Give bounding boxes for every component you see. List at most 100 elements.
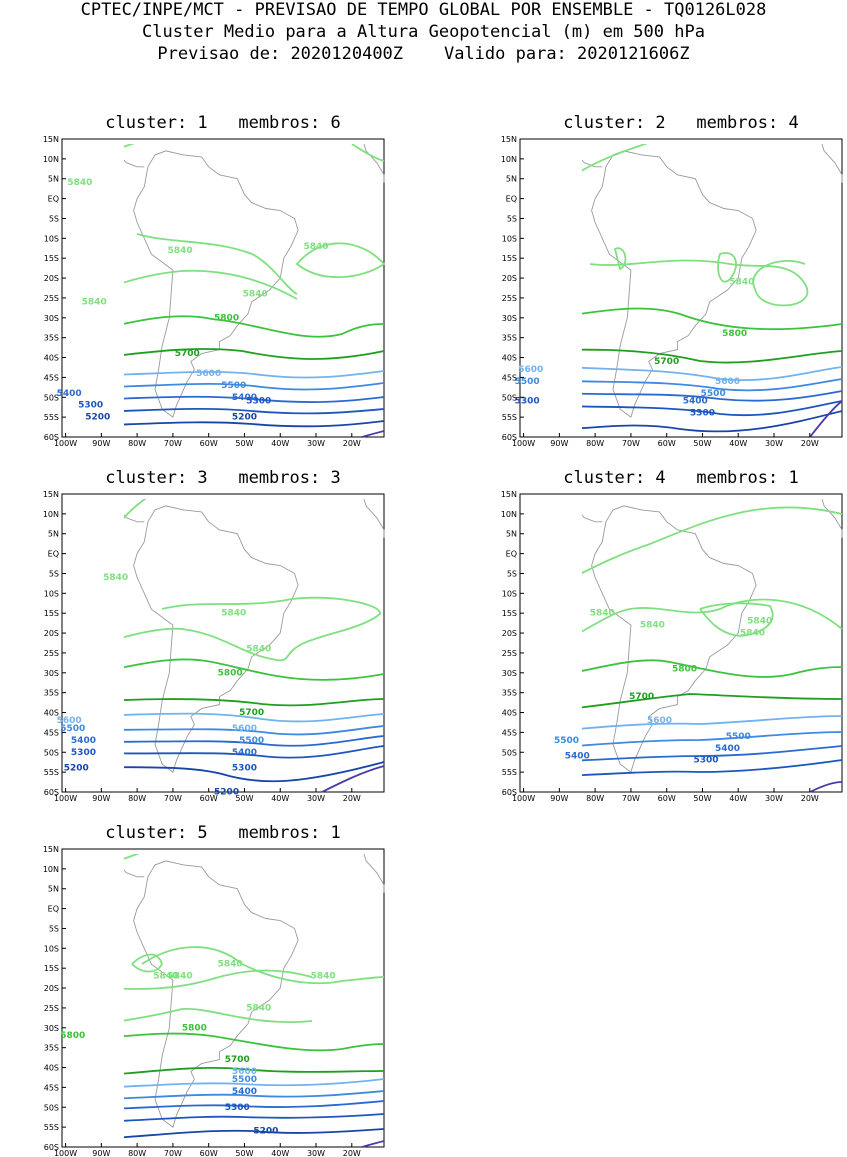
map-content-3: [124, 499, 385, 793]
lat-tick-label-5-16: 60S: [44, 1143, 59, 1152]
contour-label-3-3: 5840: [246, 644, 271, 654]
lat-tick-label-3-4: EQ: [48, 550, 59, 559]
contour-label-4-7: 5600: [647, 716, 672, 726]
lat-tick-label-5-9: 25S: [44, 1004, 59, 1013]
lat-tick-label-5-1: 15N: [43, 845, 59, 854]
map-frame-3: [61, 493, 385, 793]
lon-tick-label-3-2: 90W: [92, 794, 110, 803]
map-svg-2: 5840580057005600560055005500540053005300…: [501, 135, 843, 448]
map-content-5: [124, 854, 385, 1148]
map-content-1: [124, 144, 386, 438]
map-panel-1: 5840 5840 5840 5840 5840 5800 5700 5600 5500 5400…: [0, 134, 400, 448]
contour-label-1-13: 5300: [246, 397, 271, 407]
panel-title-2: cluster: 2 membros: 4: [563, 113, 799, 133]
contour-line-1-5: [351, 144, 385, 162]
contour-line-2-1: [582, 144, 648, 172]
lat-tick-label-5-13: 45S: [44, 1083, 59, 1092]
lon-tick-label-2-3: 80W: [586, 439, 604, 448]
lat-tick-label-2-16: 60S: [502, 433, 517, 442]
contour-line-3-3: [124, 658, 385, 681]
contour-label-5-2: 5840: [153, 972, 178, 982]
coastline-4: [591, 505, 757, 773]
contour-line-5-11: [124, 1113, 385, 1122]
contour-label-5-10: 5500: [232, 1075, 257, 1085]
lat-tick-label-4-13: 45S: [502, 728, 517, 737]
contour-label-4-6: 5700: [629, 692, 654, 702]
lat-tick-label-2-10: 30S: [502, 314, 517, 323]
contour-line-4-8: [582, 745, 843, 762]
lon-tick-label-5-2: 90W: [92, 1149, 110, 1157]
lon-tick-label-4-8: 30W: [765, 794, 783, 803]
lat-tick-label-5-5: 5S: [49, 924, 59, 933]
lat-tick-label-2-5: 5S: [507, 214, 517, 223]
contour-line-5-6: [124, 1032, 385, 1052]
lat-tick-label-1-6: 10S: [44, 234, 59, 243]
contour-line-1-7: [124, 348, 385, 360]
contour-label-3-14: 5200: [64, 764, 89, 774]
lon-tick-label-2-8: 30W: [765, 439, 783, 448]
lat-tick-label-4-7: 15S: [502, 609, 517, 618]
lon-tick-label-3-7: 40W: [271, 794, 289, 803]
lon-tick-label-2-9: 20W: [801, 439, 819, 448]
contour-label-3-7: 5600: [232, 724, 257, 734]
lon-tick-label-4-1: 100W: [512, 794, 535, 803]
lat-tick-label-1-16: 60S: [44, 433, 59, 442]
contour-line-3-4: [124, 698, 385, 707]
lon-tick-label-3-9: 20W: [343, 794, 361, 803]
contour-label-4-10: 5400: [565, 752, 590, 762]
lon-tick-label-1-3: 80W: [128, 439, 146, 448]
contour-line-1-4: [295, 242, 386, 279]
contour-label-3-6: 5600: [57, 716, 82, 726]
lon-tick-label-3-8: 30W: [307, 794, 325, 803]
lat-tick-label-3-6: 10S: [44, 589, 59, 598]
header-line-3: Previsao de: 2020120400Z Valido para: 20…: [157, 44, 690, 64]
contour-line-5-9: [124, 1090, 385, 1100]
lat-tick-label-5-7: 15S: [44, 964, 59, 973]
contour-line-1-6: [124, 315, 385, 338]
lat-tick-label-2-8: 20S: [502, 274, 517, 283]
contour-label-1-11: 5400: [57, 389, 82, 399]
contour-line-4-7: [582, 731, 843, 747]
lat-tick-label-3-5: 5S: [49, 569, 59, 578]
lon-tick-label-4-3: 80W: [586, 794, 604, 803]
map-frame-5: [61, 848, 385, 1148]
lon-tick-label-4-4: 70W: [622, 794, 640, 803]
contour-label-1-9: 5500: [221, 381, 246, 391]
lat-tick-label-2-12: 40S: [502, 354, 517, 363]
lon-tick-label-5-5: 60W: [200, 1149, 218, 1157]
lat-tick-label-4-11: 35S: [502, 689, 517, 698]
lon-tick-label-2-5: 60W: [658, 439, 676, 448]
contour-label-3-11: 5400: [232, 748, 257, 758]
contour-line-4-3: [699, 602, 774, 637]
lat-tick-label-4-15: 55S: [502, 768, 517, 777]
contour-label-3-2: 5840: [221, 609, 246, 619]
lon-tick-label-4-5: 60W: [658, 794, 676, 803]
map-panel-4: 5840 5840 5840 5840 5800 5700 5600 5500 5500 5400…: [458, 489, 847, 803]
map-frame-4: [519, 493, 843, 793]
contour-line-5-13: [361, 1140, 385, 1148]
lat-tick-label-4-8: 20S: [502, 629, 517, 638]
contour-line-3-6: [124, 725, 385, 736]
map-frame-2: [519, 138, 843, 438]
lon-tick-label-1-4: 70W: [164, 439, 182, 448]
lat-tick-label-2-13: 45S: [502, 373, 517, 382]
map-frame-1: [61, 138, 385, 438]
lon-tick-label-3-4: 70W: [164, 794, 182, 803]
lat-tick-label-2-7: 15S: [502, 254, 517, 263]
contour-label-1-3: 5840: [303, 242, 328, 252]
contour-label-3-1: 5840: [103, 573, 128, 583]
contour-label-2-10: 5300: [690, 409, 715, 419]
contour-label-2-1: 5840: [729, 278, 754, 288]
contour-label-1-1: 5840: [67, 178, 92, 188]
lat-tick-label-1-14: 50S: [44, 393, 59, 402]
contour-label-2-2: 5800: [722, 329, 747, 339]
lat-tick-label-2-4: EQ: [506, 195, 517, 204]
lon-tick-label-2-6: 50W: [693, 439, 711, 448]
contour-line-2-8: [582, 378, 843, 392]
contour-line-5-5: [124, 1008, 313, 1023]
header-line-1: CPTEC/INPE/MCT - PREVISAO DE TEMPO GLOBA…: [80, 0, 767, 20]
contour-label-1-5: 5840: [243, 289, 268, 299]
contour-line-4-9: [582, 759, 843, 777]
lat-tick-label-4-2: 10N: [501, 510, 517, 519]
